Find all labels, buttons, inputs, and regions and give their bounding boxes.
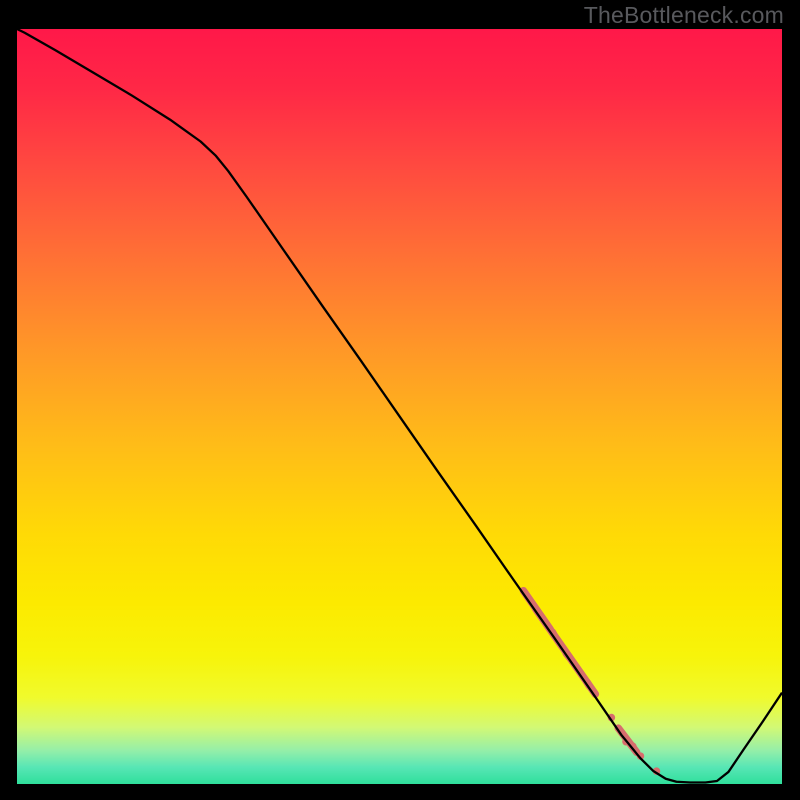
- chart-svg: [17, 29, 782, 784]
- chart-container: TheBottleneck.com: [0, 0, 800, 800]
- plot-area: [17, 29, 782, 784]
- watermark-text: TheBottleneck.com: [584, 2, 784, 29]
- bottleneck-curve: [17, 29, 782, 782]
